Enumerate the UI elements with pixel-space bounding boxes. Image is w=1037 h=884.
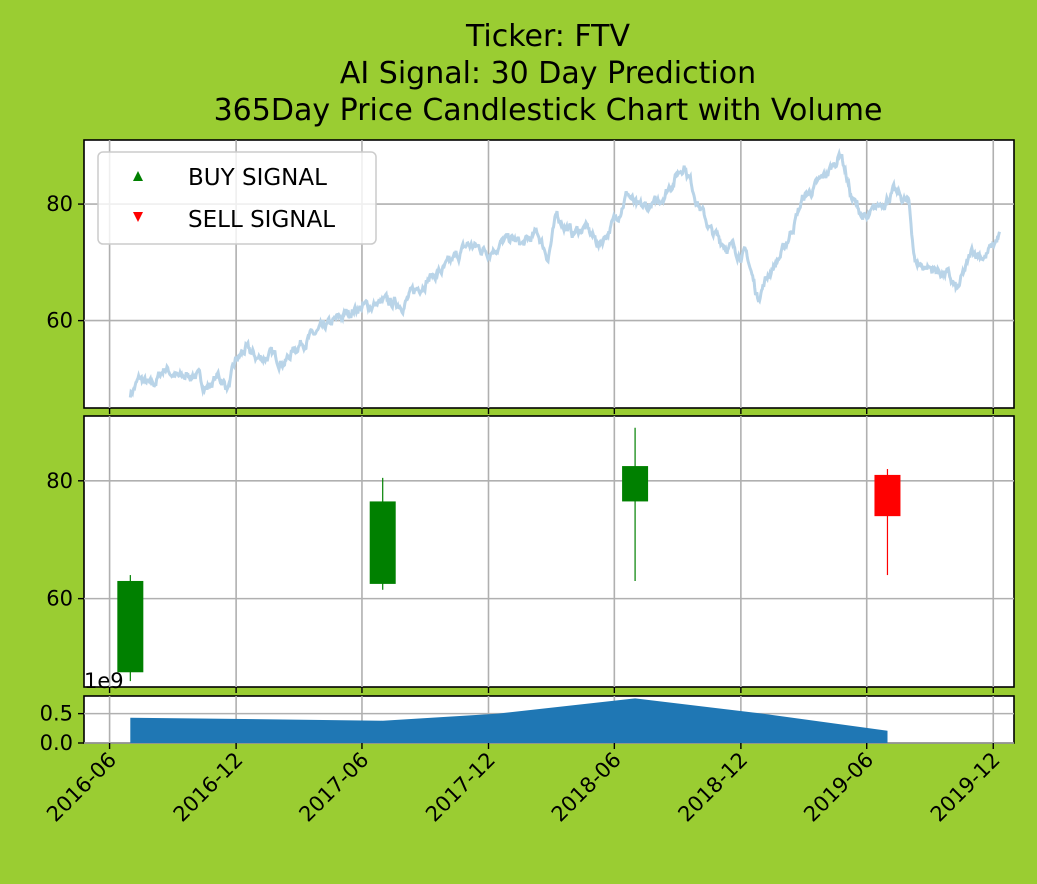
candle-body xyxy=(117,580,144,673)
candle-2 xyxy=(369,477,396,590)
buy-signal-marker-icon xyxy=(133,171,143,181)
legend-box xyxy=(97,151,377,245)
candle-1 xyxy=(117,575,144,682)
x-tick-label: 2016-06 xyxy=(42,748,121,827)
x-tick-label: 2017-12 xyxy=(421,748,500,827)
candle-body xyxy=(874,474,901,517)
x-tick-label: 2017-06 xyxy=(294,748,373,827)
title-line-3: 365Day Price Candlestick Chart with Volu… xyxy=(214,93,883,128)
x-axis: 2016-06 2016-12 2017-06 2017-12 2018-06 2018-… xyxy=(42,743,1005,827)
price-panel: 60 80 BUY SIGNAL SELL SIGNAL xyxy=(46,139,1015,414)
y-tick-label: 60 xyxy=(46,587,73,611)
candle-body xyxy=(622,466,649,502)
candlestick-y-axis: 60 80 xyxy=(46,469,84,611)
x-tick-label: 2018-12 xyxy=(673,748,752,827)
candlestick-panel: 60 80 xyxy=(46,415,1015,693)
candle-4 xyxy=(874,469,901,576)
x-tick-label: 2016-12 xyxy=(169,748,248,827)
volume-area xyxy=(130,698,888,743)
x-tick-label: 2019-06 xyxy=(799,748,878,827)
y-tick-label: 0.0 xyxy=(40,731,73,755)
candlestick-x-tickmarks xyxy=(108,687,994,693)
price-line xyxy=(128,147,1001,398)
volume-offset-label: 1e9 xyxy=(84,669,124,693)
volume-y-axis: 0.00.5 xyxy=(40,702,84,755)
legend: BUY SIGNAL SELL SIGNAL xyxy=(97,151,377,245)
price-y-axis: 60 80 xyxy=(46,192,84,333)
candles xyxy=(117,427,901,682)
legend-buy-label: BUY SIGNAL xyxy=(188,165,327,191)
candle-body xyxy=(369,501,396,584)
y-tick-label: 0.5 xyxy=(40,702,73,726)
title-line-2: AI Signal: 30 Day Prediction xyxy=(340,56,756,91)
candlestick-grid xyxy=(84,416,1014,687)
y-tick-label: 80 xyxy=(46,192,73,216)
y-tick-label: 60 xyxy=(46,309,73,333)
y-tick-label: 80 xyxy=(46,469,73,493)
x-tick-label: 2018-06 xyxy=(547,748,626,827)
x-tick-label: 2019-12 xyxy=(926,748,1005,827)
title-line-1: Ticker: FTV xyxy=(465,19,630,54)
sell-signal-marker-icon xyxy=(133,212,143,222)
legend-sell-label: SELL SIGNAL xyxy=(188,207,335,233)
volume-panel: 0.00.5 1e9 xyxy=(40,669,1015,755)
price-x-tickmarks xyxy=(108,408,994,414)
candle-3 xyxy=(622,427,649,581)
candlestick-panel-frame xyxy=(83,415,1015,688)
